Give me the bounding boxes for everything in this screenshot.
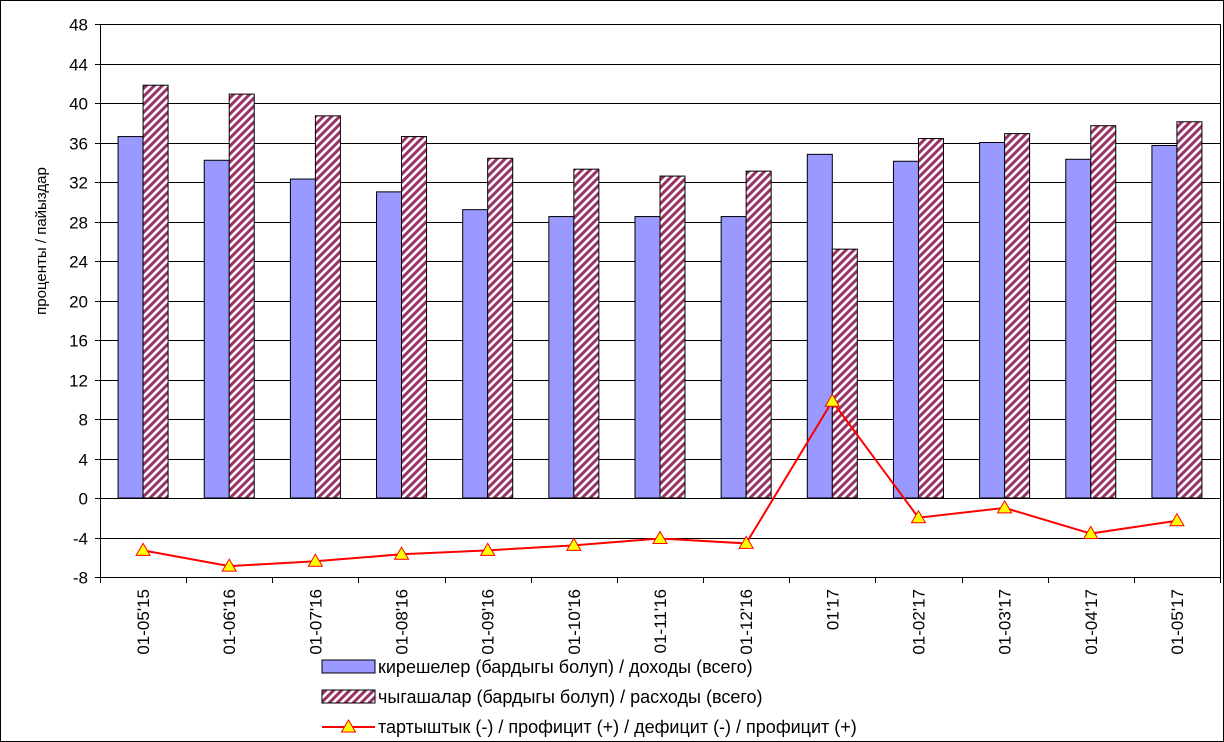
y-tick-label: -8 <box>73 569 88 588</box>
bar-income <box>979 142 1006 499</box>
bar-income <box>720 216 747 499</box>
bar-income <box>462 209 489 499</box>
balance-marker <box>1082 525 1099 540</box>
y-tick-label: 4 <box>79 451 88 470</box>
bar-income <box>892 160 919 499</box>
y-tick-label: -4 <box>73 530 88 549</box>
legend-swatch-expense <box>321 689 376 704</box>
legend-label-income: кирешелер (бардыгы болуп) / доходы (всег… <box>378 657 753 677</box>
legend-item-expense: чыгашалар (бардыгы болуп) / расходы (все… <box>321 687 763 707</box>
bar-expense <box>1004 133 1031 499</box>
y-tick-label: 36 <box>69 135 88 154</box>
x-tick-label: 01-07'16 <box>306 589 325 655</box>
y-tick-label: 16 <box>69 332 88 351</box>
bar-income <box>806 153 833 499</box>
bar-expense <box>487 157 514 499</box>
bar-expense <box>1176 121 1203 499</box>
bar-expense <box>142 84 169 499</box>
x-tick-label: 01-09'16 <box>479 589 498 655</box>
y-tick-label: 48 <box>69 16 88 35</box>
x-axis: 01-05'15 01-06'16 01-07'16 01-08'16 01-09'16… <box>100 577 1221 655</box>
plot-area <box>100 24 1221 578</box>
y-axis-title: проценты / пайыздар <box>33 167 50 315</box>
balance-marker <box>1169 512 1185 527</box>
x-tick-label: 01-04'17 <box>1082 589 1101 655</box>
balance-marker <box>910 509 927 524</box>
balance-marker <box>221 558 238 572</box>
balance-marker <box>738 535 755 549</box>
bar-income <box>1065 158 1092 499</box>
y-tick-label: 20 <box>69 293 88 312</box>
legend-item-income: кирешелер (бардыгы болуп) / доходы (всег… <box>321 657 753 677</box>
legend-item-balance: тартыштык (-) / профицит (+) / дефицит (… <box>322 717 857 737</box>
legend-swatch-balance-marker <box>340 719 357 733</box>
x-tick-label: 01-12'16 <box>737 589 756 655</box>
legend-label-balance: тартыштык (-) / профицит (+) / дефицит (… <box>378 717 857 737</box>
x-tick-label: 01-05'15 <box>134 589 153 655</box>
balance-line-series <box>135 393 1185 572</box>
bar-expense <box>659 175 686 499</box>
balance-marker <box>565 537 582 551</box>
bars <box>117 84 1203 499</box>
balance-marker <box>393 546 410 560</box>
balance-marker <box>479 542 496 556</box>
x-tick-label: 01-02'17 <box>909 589 928 655</box>
x-tick-label: 01'17 <box>823 589 842 630</box>
legend: кирешелер (бардыгы болуп) / доходы (всег… <box>321 657 857 737</box>
bar-expense <box>1090 125 1117 499</box>
bar-expense <box>573 168 600 499</box>
bar-expense <box>401 136 428 499</box>
bar-expense <box>228 93 255 499</box>
balance-marker <box>996 499 1013 514</box>
y-tick-label: 24 <box>69 253 88 272</box>
x-tick-label: 01-03'17 <box>996 589 1015 655</box>
y-tick-label: 32 <box>69 174 88 193</box>
y-tick-label: 44 <box>69 56 88 75</box>
bar-income <box>548 216 575 499</box>
y-tick-label: 0 <box>79 490 88 509</box>
y-tick-label: 12 <box>69 372 88 391</box>
bar-expense <box>831 248 858 499</box>
bar-expense <box>917 138 944 499</box>
legend-swatch-income <box>321 659 376 674</box>
bar-income <box>117 136 144 499</box>
x-tick-label: 01-11'16 <box>651 589 670 653</box>
balance-marker <box>135 542 151 556</box>
x-tick-label: 01-06'16 <box>220 589 239 655</box>
y-tick-label: 8 <box>79 411 88 430</box>
y-tick-label: 28 <box>69 214 88 233</box>
x-tick-label: 01-10'16 <box>565 589 584 655</box>
balance-marker <box>824 393 841 407</box>
bar-income <box>289 178 316 499</box>
bar-expense <box>314 115 341 499</box>
x-tick-label: 01-08'16 <box>393 589 412 655</box>
bar-expense <box>745 170 772 499</box>
balance-marker <box>652 530 668 544</box>
bar-income <box>376 191 403 499</box>
bar-income <box>634 216 661 499</box>
legend-label-expense: чыгашалар (бардыгы болуп) / расходы (все… <box>378 687 763 707</box>
bar-income <box>1151 144 1178 499</box>
bar-income <box>203 159 230 499</box>
y-tick-label: 40 <box>69 95 88 114</box>
balance-marker <box>307 553 324 567</box>
x-tick-label: 01-05'17 <box>1168 589 1187 655</box>
